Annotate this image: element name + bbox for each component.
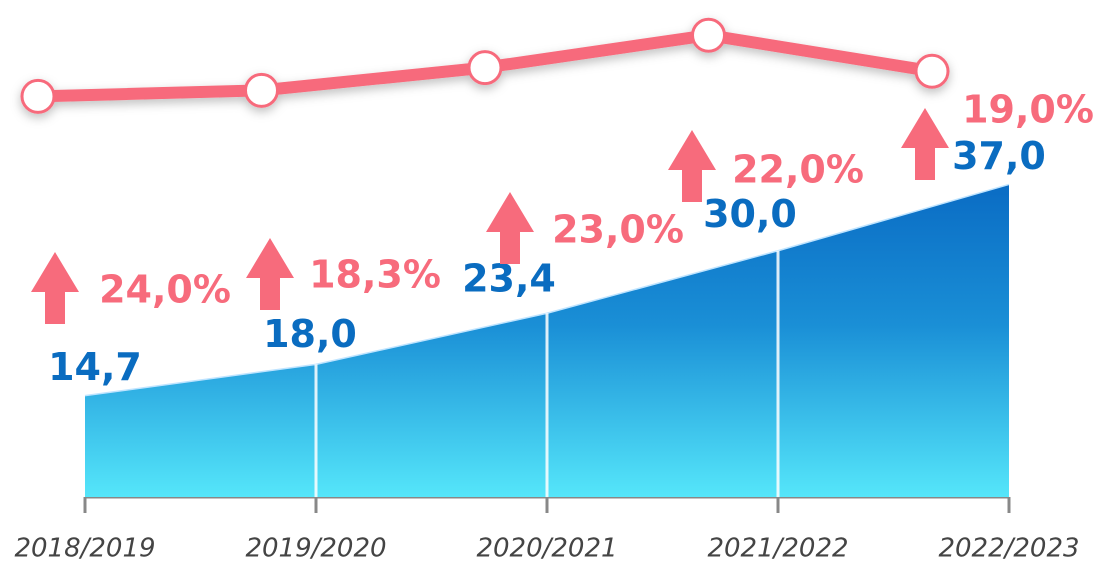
growth-arrow	[246, 238, 294, 310]
growth-arrow	[668, 130, 716, 202]
growth-label: 22,0%	[732, 148, 864, 192]
line-point	[914, 53, 950, 89]
line-point	[244, 72, 279, 108]
x-tick-label: 2020/2021	[476, 534, 617, 564]
value-label: 23,4	[462, 257, 556, 301]
x-tick-label: 2021/2022	[707, 534, 848, 564]
value-label: 14,7	[48, 345, 142, 389]
growth-arrow	[486, 192, 534, 264]
growth-label: 19,0%	[962, 88, 1094, 132]
x-tick-label: 2018/2019	[14, 534, 155, 564]
value-label: 30,0	[703, 192, 797, 236]
x-tick-label: 2019/2020	[245, 534, 386, 564]
growth-arrow	[901, 108, 949, 180]
value-label: 18,0	[263, 312, 357, 356]
line-group	[20, 17, 950, 114]
line-point	[691, 17, 726, 53]
line-point	[467, 50, 503, 86]
line-point	[20, 78, 56, 114]
x-tick-label: 2022/2023	[938, 534, 1079, 564]
value-label: 37,0	[952, 134, 1046, 178]
growth-arrow	[31, 252, 79, 324]
growth-label: 18,3%	[309, 253, 441, 297]
growth-label: 24,0%	[99, 268, 231, 312]
growth-label: 23,0%	[552, 208, 684, 252]
